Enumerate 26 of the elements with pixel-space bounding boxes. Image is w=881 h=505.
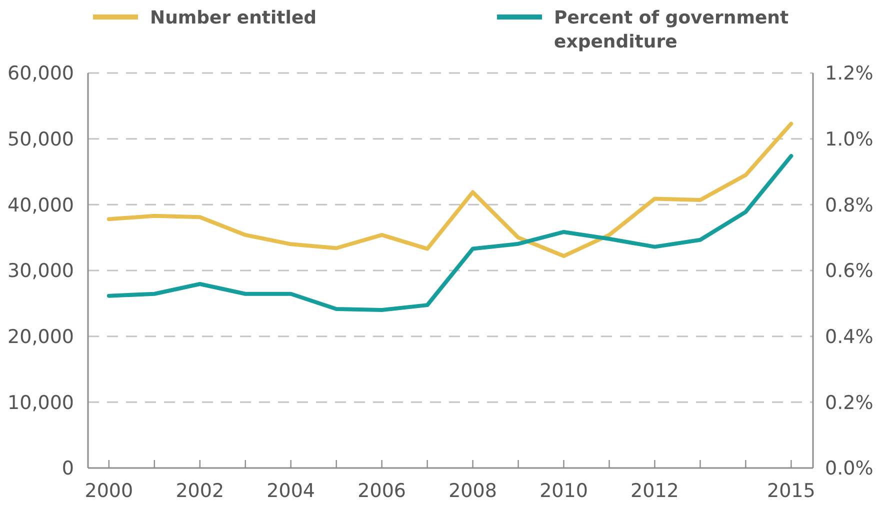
line-series	[106, 154, 794, 312]
y2-tick-label: 0.8%	[825, 194, 874, 216]
x-tick-label: 2004	[266, 480, 316, 502]
y2-tick-label: 0.2%	[825, 392, 874, 414]
y-tick-label: 30,000	[8, 260, 74, 282]
y2-tick-label: 0.4%	[825, 326, 874, 348]
x-tick-label: 2010	[540, 480, 588, 502]
x-tick-label: 2015	[766, 480, 816, 502]
y-tick-label: 60,000	[8, 62, 74, 85]
y-tick-label: 20,000	[8, 326, 74, 348]
y2-tick-label: 1.2%	[825, 62, 874, 85]
y-tick-label: 50,000	[8, 128, 74, 150]
x-tick-label: 2000	[84, 480, 134, 502]
legend-label: Percent of government expenditure	[554, 7, 789, 52]
x-tick-label: 2008	[448, 480, 497, 502]
y-tick-label: 40,000	[8, 194, 74, 216]
y2-tick-label: 1.0%	[825, 128, 874, 150]
x-tick-label: 2002	[176, 480, 224, 502]
line-series	[106, 122, 794, 258]
x-tick-label: 2012	[630, 480, 679, 502]
y2-tick-label: 0.0%	[825, 458, 874, 480]
legend-label: Number entitled	[150, 7, 317, 28]
y-tick-label: 0	[62, 458, 74, 480]
y2-tick-label: 0.6%	[825, 260, 874, 282]
x-tick-label: 2006	[358, 480, 406, 502]
y-tick-label: 10,000	[8, 392, 74, 414]
